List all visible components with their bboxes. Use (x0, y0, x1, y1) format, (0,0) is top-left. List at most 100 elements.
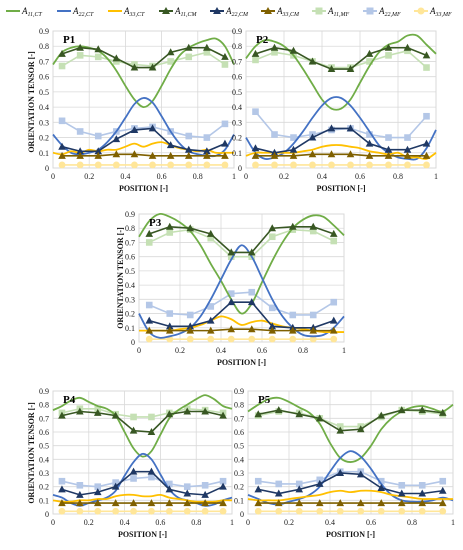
y-tick-label: 0.7 (39, 414, 49, 423)
data-point (328, 161, 335, 169)
data-point (366, 131, 373, 138)
x-tick-label: 0.6 (366, 518, 376, 527)
series-line (255, 49, 428, 69)
series-a33-mf (145, 335, 338, 343)
series-a11-ct (245, 33, 437, 111)
series-a33-cm (58, 499, 227, 507)
data-point (295, 507, 303, 515)
data-point (247, 325, 256, 333)
data-point (288, 222, 297, 230)
data-point (130, 150, 139, 158)
series-line (52, 394, 233, 458)
data-point (227, 325, 236, 333)
data-point (309, 326, 318, 334)
x-tick-label: 1 (434, 172, 438, 181)
data-point (309, 161, 316, 169)
data-point (346, 65, 355, 73)
data-point (130, 413, 137, 421)
data-point (184, 43, 193, 51)
x-tick-label: 0.2 (84, 518, 94, 527)
y-tick-label: 0 (45, 164, 49, 173)
data-point (219, 499, 227, 507)
data-point (129, 426, 138, 434)
data-point (186, 335, 194, 343)
data-point (147, 499, 156, 507)
series-line (61, 407, 224, 418)
series-a22-mf (58, 473, 227, 490)
data-point (309, 311, 317, 319)
data-point (268, 224, 277, 232)
data-point (129, 467, 138, 475)
data-point (112, 507, 120, 515)
data-point (112, 135, 121, 143)
legend-label: A33,CM (276, 6, 300, 18)
data-point (247, 248, 256, 256)
data-point (227, 248, 236, 256)
series-line (61, 120, 226, 139)
x-tick-label: 0.8 (298, 346, 308, 355)
data-point (221, 161, 229, 169)
x-tick-label: 0.2 (279, 172, 289, 181)
chart-panel-p3: 0 0.1 0.2 0.3 0.4 0.5 0.6 0.7 0.8 0.9 0 0.2 0.4 0.6 0.… (116, 210, 346, 367)
data-point (58, 49, 66, 57)
y-axis-title: ORIENTATION TENSOR [-] (27, 51, 36, 153)
data-point (384, 151, 393, 159)
legend-item-a33-cm: A33,CM (261, 6, 300, 18)
panel-title: P1 (63, 34, 75, 46)
data-point (113, 58, 120, 65)
series-line (149, 301, 335, 329)
data-point (274, 499, 283, 507)
data-point (254, 410, 263, 418)
data-point (58, 485, 66, 493)
series-a33-mf (252, 161, 430, 169)
data-point (76, 161, 84, 169)
data-point (295, 499, 304, 507)
series-a22-cm (58, 467, 227, 498)
data-point (308, 57, 317, 65)
y-tick-label: 0.4 (125, 281, 135, 290)
data-point (385, 161, 392, 169)
data-point (423, 112, 430, 120)
y-tick-label: 0.3 (234, 469, 244, 478)
x-tick-label: 0.4 (120, 518, 130, 527)
series-line (61, 410, 224, 433)
data-point (201, 499, 209, 507)
y-tick-label: 0.5 (39, 88, 49, 97)
data-point (145, 326, 154, 334)
legend-label: A22,CM (225, 6, 249, 18)
data-point (309, 335, 317, 343)
data-point (166, 151, 175, 159)
data-point (315, 479, 324, 487)
data-point (295, 480, 303, 488)
data-point (165, 410, 174, 418)
data-point (275, 480, 283, 488)
data-point (227, 335, 235, 343)
y-tick-label: 0.7 (39, 57, 49, 66)
series-line (255, 46, 427, 70)
data-point (315, 414, 324, 422)
data-point (439, 507, 447, 515)
y-tick-label: 0.5 (125, 267, 135, 276)
series-line (255, 153, 427, 157)
y-tick-label: 0.4 (232, 103, 242, 112)
data-point (186, 311, 194, 319)
data-point (93, 499, 102, 507)
series-line (247, 489, 453, 502)
series-line (61, 46, 226, 69)
data-point (131, 161, 138, 169)
data-point (93, 488, 102, 496)
panel-title: P5 (258, 394, 271, 406)
data-point (130, 63, 139, 71)
series-a22-ct (247, 450, 454, 506)
data-point (336, 469, 345, 476)
data-point (94, 151, 103, 159)
data-point (403, 151, 412, 159)
data-point (130, 507, 137, 515)
data-point (274, 489, 283, 497)
legend-item-a33-ct: A33,CT (108, 6, 145, 18)
data-point (219, 477, 227, 485)
data-point (309, 222, 318, 230)
data-point (336, 423, 344, 430)
y-tick-label: 0.2 (39, 483, 49, 492)
data-point (76, 128, 84, 135)
